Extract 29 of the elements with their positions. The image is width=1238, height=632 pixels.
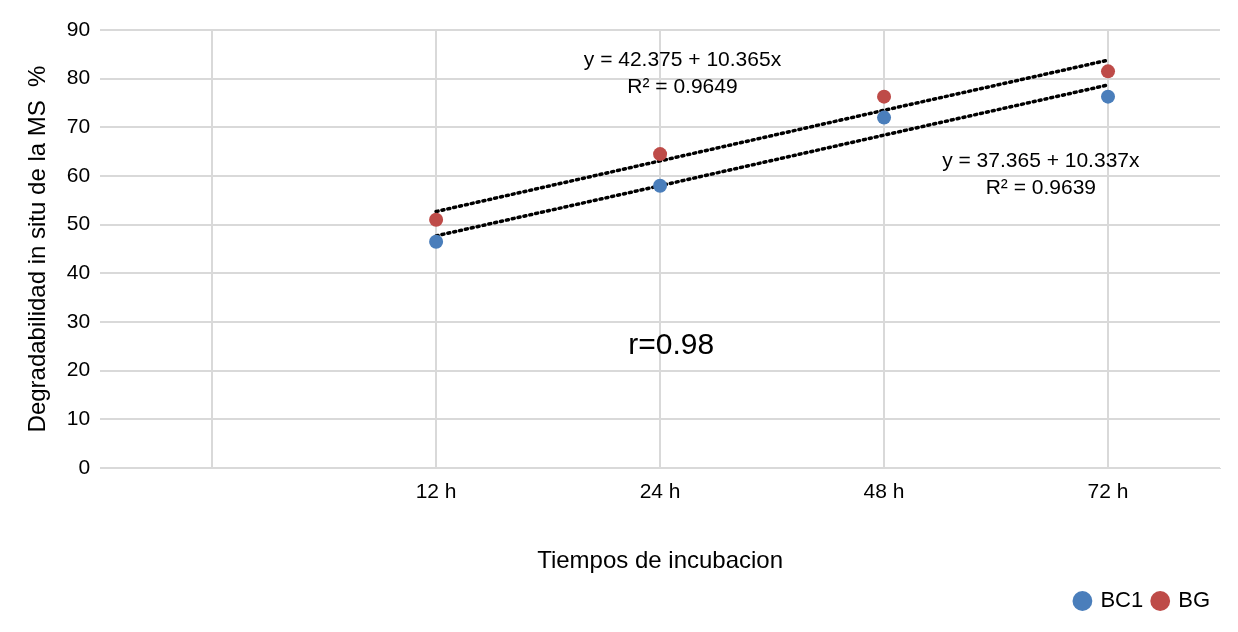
y-tick-label: 20	[66, 357, 91, 381]
annotation: y = 42.375 + 10.365x R² = 0.9649	[583, 47, 782, 98]
legend-label: BC1	[1100, 587, 1144, 613]
legend-label: BG	[1178, 587, 1211, 613]
point	[653, 147, 668, 162]
y-tick-label: 90	[66, 16, 91, 40]
y-axis-title: Degradabilidad in situ de la MS %	[23, 65, 51, 433]
point	[429, 212, 444, 227]
y-tick-label: 50	[66, 211, 91, 235]
y-tick-label: 80	[66, 65, 91, 89]
annotation: r=0.98	[628, 326, 715, 360]
point	[653, 178, 668, 193]
x-tick-label: 72 h	[1087, 479, 1129, 503]
point	[1101, 89, 1116, 104]
annotation: y = 37.365 + 10.337x R² = 0.9639	[942, 147, 1140, 198]
x-tick-label: 12 h	[415, 479, 457, 503]
y-tick-label: 30	[66, 308, 91, 332]
x-axis-title: Tiempos de incubacion	[537, 546, 784, 574]
y-tick-label: 70	[66, 114, 91, 138]
x-tick-label: 48 h	[863, 479, 905, 503]
point	[429, 234, 444, 249]
y-tick-label: 40	[66, 260, 91, 284]
point	[877, 110, 892, 125]
x-tick-label: 24 h	[639, 479, 681, 503]
y-tick-label: 0	[78, 454, 91, 478]
y-tick-label: 60	[66, 162, 91, 186]
point	[877, 89, 892, 104]
y-tick-label: 10	[66, 406, 91, 430]
point	[1101, 64, 1116, 79]
